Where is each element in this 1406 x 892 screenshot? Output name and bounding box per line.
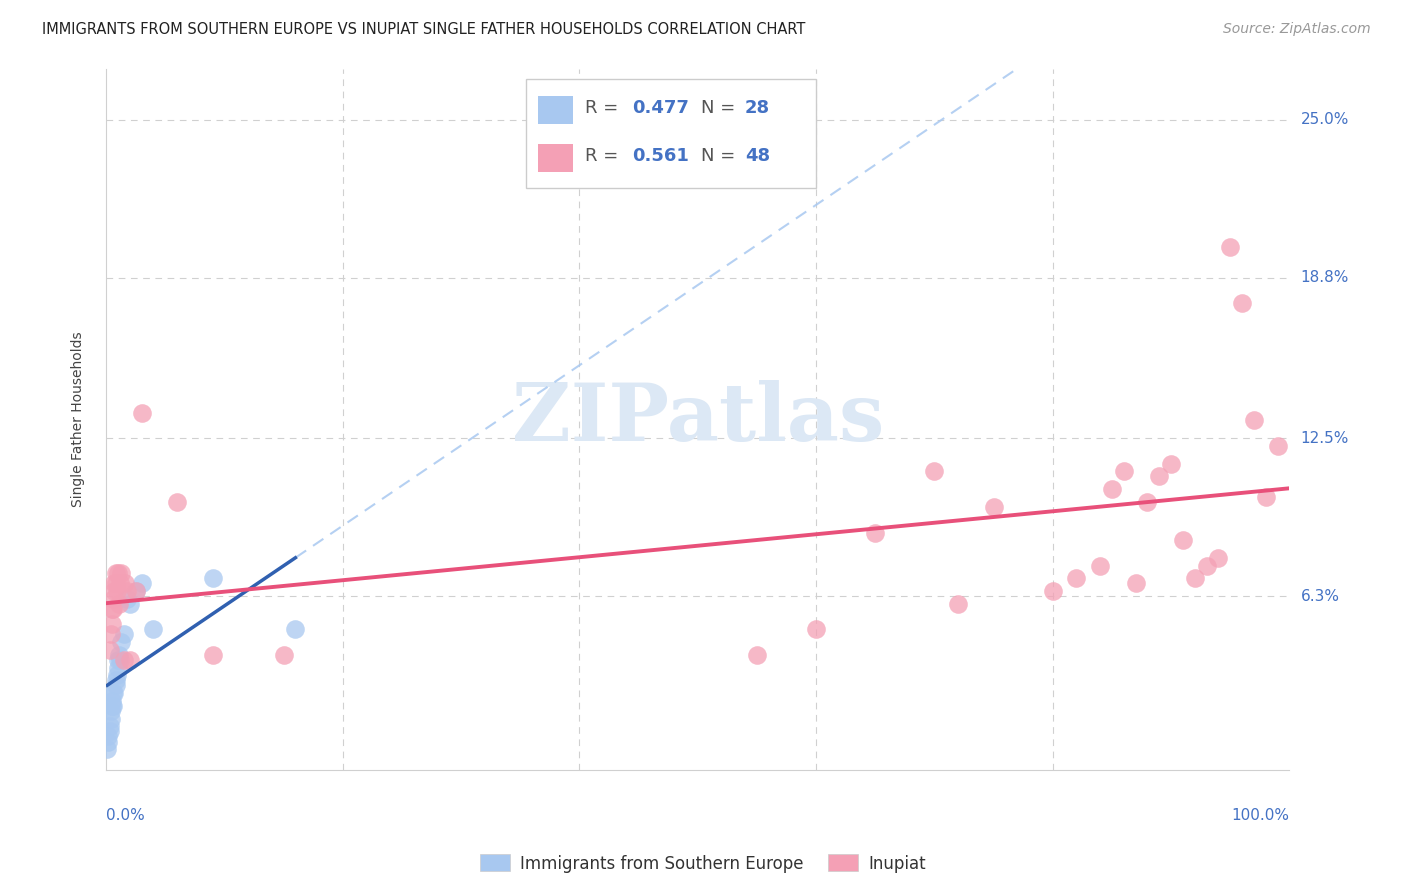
Text: R =: R = <box>585 100 624 118</box>
Text: 0.477: 0.477 <box>633 100 689 118</box>
Point <box>1160 457 1182 471</box>
Point <box>1230 296 1253 310</box>
Point <box>924 464 946 478</box>
Point <box>804 623 827 637</box>
Bar <box>538 144 574 171</box>
Text: N =: N = <box>702 100 741 118</box>
Point <box>1136 495 1159 509</box>
Point <box>201 648 224 662</box>
Point <box>100 704 122 718</box>
Point <box>1171 533 1194 548</box>
Point <box>1254 490 1277 504</box>
Point <box>101 602 124 616</box>
Point <box>101 694 124 708</box>
Point <box>118 597 141 611</box>
Point <box>98 642 121 657</box>
Point <box>104 576 127 591</box>
Point <box>1219 240 1241 254</box>
Point <box>97 730 120 744</box>
Point <box>110 576 132 591</box>
Text: Source: ZipAtlas.com: Source: ZipAtlas.com <box>1223 22 1371 37</box>
Point <box>284 623 307 637</box>
Point <box>98 724 121 739</box>
Point <box>1208 551 1230 566</box>
Point <box>104 673 127 688</box>
Point <box>1101 482 1123 496</box>
Point <box>107 660 129 674</box>
Point <box>117 584 139 599</box>
Point <box>131 406 153 420</box>
Legend: Immigrants from Southern Europe, Inupiat: Immigrants from Southern Europe, Inupiat <box>474 847 932 880</box>
Point <box>142 623 165 637</box>
Point <box>1243 413 1265 427</box>
Point <box>108 648 131 662</box>
Text: 48: 48 <box>745 147 770 165</box>
Text: IMMIGRANTS FROM SOUTHERN EUROPE VS INUPIAT SINGLE FATHER HOUSEHOLDS CORRELATION : IMMIGRANTS FROM SOUTHERN EUROPE VS INUPI… <box>42 22 806 37</box>
Point <box>131 576 153 591</box>
Text: 18.8%: 18.8% <box>1301 270 1348 285</box>
Point <box>97 734 120 748</box>
Point <box>112 627 135 641</box>
Point <box>101 698 124 713</box>
Point <box>118 653 141 667</box>
Point <box>98 719 121 733</box>
Bar <box>538 95 574 124</box>
Point <box>166 495 188 509</box>
Point <box>101 591 124 606</box>
Point <box>105 584 128 599</box>
Point <box>112 653 135 667</box>
Text: 25.0%: 25.0% <box>1301 112 1348 127</box>
Y-axis label: Single Father Households: Single Father Households <box>72 331 86 507</box>
Point <box>273 648 295 662</box>
Point <box>1147 469 1170 483</box>
Text: N =: N = <box>702 147 741 165</box>
Point <box>103 584 125 599</box>
Point <box>107 566 129 581</box>
Text: 6.3%: 6.3% <box>1301 589 1340 604</box>
Text: 12.5%: 12.5% <box>1301 431 1348 446</box>
Point <box>103 686 125 700</box>
Point <box>117 591 139 606</box>
Point <box>101 602 124 616</box>
Point <box>1112 464 1135 478</box>
Point <box>124 584 146 599</box>
Point <box>101 686 124 700</box>
Point <box>1042 584 1064 599</box>
Point <box>104 678 127 692</box>
Text: 28: 28 <box>745 100 770 118</box>
Text: 0.0%: 0.0% <box>105 808 145 823</box>
Point <box>103 576 125 591</box>
Point <box>1195 558 1218 573</box>
Point <box>96 742 118 756</box>
Point <box>110 635 132 649</box>
Point <box>100 627 122 641</box>
Point <box>108 597 131 611</box>
Text: 0.561: 0.561 <box>633 147 689 165</box>
Point <box>101 617 124 632</box>
Point <box>105 668 128 682</box>
Point <box>1088 558 1111 573</box>
Point <box>1125 576 1147 591</box>
Point <box>1184 571 1206 585</box>
Text: ZIPatlas: ZIPatlas <box>512 380 884 458</box>
Point <box>1267 439 1289 453</box>
Point <box>201 571 224 585</box>
Point <box>104 566 127 581</box>
Point <box>100 712 122 726</box>
Text: R =: R = <box>585 147 624 165</box>
Point <box>110 566 132 581</box>
Point <box>946 597 969 611</box>
Point <box>863 525 886 540</box>
Point <box>124 584 146 599</box>
Point <box>110 653 132 667</box>
Point <box>107 653 129 667</box>
Point <box>983 500 1005 514</box>
Text: 100.0%: 100.0% <box>1232 808 1289 823</box>
Point <box>101 698 124 713</box>
Bar <box>526 79 815 187</box>
Point <box>114 576 136 591</box>
Point <box>745 648 768 662</box>
Point <box>1066 571 1088 585</box>
